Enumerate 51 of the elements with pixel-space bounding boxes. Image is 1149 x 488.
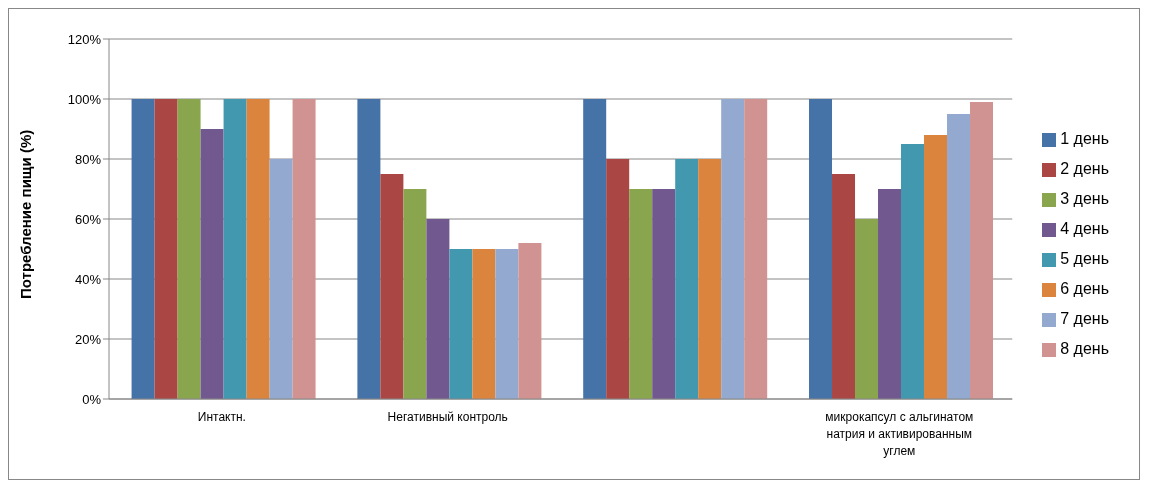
bar [947, 114, 971, 399]
x-tick-label: Интактн. [197, 410, 246, 424]
bar [698, 159, 722, 399]
y-tick-label: 20% [74, 331, 102, 347]
bar [472, 249, 496, 399]
legend-label: 1 день [1060, 130, 1109, 147]
legend-label: 3 день [1060, 190, 1109, 207]
bar [269, 159, 293, 399]
legend-label: 6 день [1060, 280, 1109, 297]
y-tick-label: 40% [74, 271, 102, 287]
bar [495, 249, 519, 399]
y-tick-label: 100% [67, 91, 102, 107]
bar [292, 99, 316, 399]
bar [832, 174, 856, 399]
bar [606, 159, 630, 399]
bar [924, 135, 948, 399]
bar [200, 129, 224, 399]
bar [403, 189, 427, 399]
bar [357, 99, 381, 399]
x-tick-label: Негативный контроль [387, 410, 508, 424]
legend-label: 8 день [1060, 340, 1109, 357]
bar [583, 99, 607, 399]
bar [901, 144, 925, 399]
legend-label: 5 день [1060, 250, 1109, 267]
bar [131, 99, 155, 399]
bar [744, 99, 768, 399]
bar [380, 174, 404, 399]
bar [652, 189, 676, 399]
bar [426, 219, 450, 399]
x-tick-label: микрокапсул с альгинатом натрия и активированным углем [825, 410, 974, 458]
bar [721, 99, 745, 399]
bar [809, 99, 833, 399]
legend-label: 7 день [1060, 310, 1109, 327]
bar [675, 159, 699, 399]
y-tick-label: 0% [82, 391, 102, 407]
bar [629, 189, 653, 399]
legend-label: 2 день [1060, 160, 1109, 177]
y-tick-label: 60% [74, 211, 102, 227]
bar [518, 243, 542, 399]
bar [177, 99, 201, 399]
bar [154, 99, 178, 399]
y-tick-label: 80% [74, 151, 102, 167]
legend-label: 4 день [1060, 220, 1109, 237]
bar [223, 99, 247, 399]
y-tick-label: 120% [67, 31, 102, 47]
bar [970, 102, 994, 399]
bar [449, 249, 473, 399]
bar [855, 219, 879, 399]
bar [246, 99, 270, 399]
y-axis-title: Потребление пищи (%) [17, 129, 35, 299]
bar [878, 189, 902, 399]
